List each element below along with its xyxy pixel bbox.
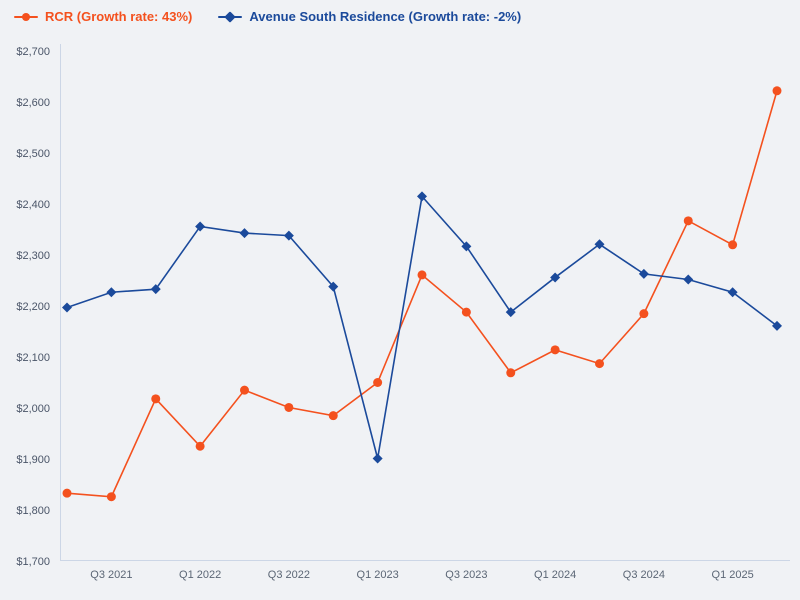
point-avenue-south-residence-11 [550, 272, 561, 283]
avenue-south-line-diamond-marker-icon [218, 10, 243, 23]
point-rcr-8 [417, 270, 427, 280]
point-avenue-south-residence-13 [638, 268, 649, 279]
y-tick-label: $1,900 [16, 454, 50, 466]
point-avenue-south-residence-7 [372, 453, 383, 464]
y-tick-label: $2,700 [16, 46, 50, 58]
point-avenue-south-residence-9 [461, 241, 472, 252]
point-avenue-south-residence-10 [505, 307, 516, 318]
x-tick-label: Q3 2022 [268, 569, 310, 581]
point-avenue-south-residence-5 [283, 230, 294, 241]
point-rcr-0 [62, 488, 72, 498]
y-tick-label: $2,600 [16, 97, 50, 109]
legend-label-avenue-south-residence: Avenue South Residence (Growth rate: -2%… [249, 9, 522, 24]
y-tick-label: $2,500 [16, 148, 50, 160]
y-tick-label: $2,300 [16, 250, 50, 262]
point-rcr-4 [240, 385, 249, 395]
legend-label-rcr: RCR (Growth rate: 43%) [45, 9, 193, 24]
x-tick-label: Q3 2021 [90, 569, 132, 581]
point-rcr-10 [506, 368, 516, 378]
point-avenue-south-residence-0 [62, 302, 72, 313]
rcr-line-circle-marker-icon [14, 12, 38, 22]
point-avenue-south-residence-1 [106, 287, 117, 298]
point-rcr-16 [772, 86, 782, 96]
chart-legend: RCR (Growth rate: 43%) Avenue South Resi… [14, 9, 521, 24]
y-tick-label: $2,000 [16, 403, 50, 415]
x-tick-label: Q3 2023 [445, 569, 487, 581]
point-avenue-south-residence-8 [417, 191, 427, 202]
x-tick-label: Q1 2024 [534, 569, 576, 581]
point-avenue-south-residence-15 [727, 287, 738, 298]
chart-axes [60, 44, 790, 561]
point-rcr-9 [461, 307, 471, 317]
point-avenue-south-residence-4 [239, 228, 250, 239]
point-rcr-2 [151, 394, 161, 404]
legend-item-avenue-south-residence[interactable]: Avenue South Residence (Growth rate: -2%… [218, 9, 521, 24]
legend-item-rcr[interactable]: RCR (Growth rate: 43%) [14, 9, 192, 24]
point-avenue-south-residence-12 [594, 239, 605, 250]
point-rcr-11 [550, 345, 560, 355]
point-avenue-south-residence-16 [772, 320, 782, 331]
x-tick-label: Q1 2025 [712, 569, 754, 581]
point-rcr-1 [106, 492, 116, 502]
point-rcr-5 [284, 402, 294, 412]
point-avenue-south-residence-14 [683, 274, 694, 285]
x-tick-label: Q1 2022 [179, 569, 221, 581]
y-tick-label: $1,700 [16, 556, 50, 568]
y-tick-label: $1,800 [16, 505, 50, 517]
point-rcr-3 [195, 441, 205, 451]
point-rcr-15 [728, 240, 738, 250]
x-tick-label: Q3 2024 [623, 569, 665, 581]
point-rcr-14 [683, 216, 693, 226]
series-rcr-line [66, 90, 778, 498]
point-avenue-south-residence-3 [195, 221, 206, 232]
point-rcr-7 [373, 378, 383, 387]
point-avenue-south-residence-6 [328, 281, 339, 292]
series-avenue-south-residence-line [66, 194, 778, 459]
y-tick-label: $2,200 [16, 301, 50, 313]
y-tick-label: $2,100 [16, 352, 50, 364]
point-rcr-13 [639, 309, 649, 319]
y-tick-label: $2,400 [16, 199, 50, 211]
point-avenue-south-residence-2 [150, 284, 161, 295]
point-rcr-6 [328, 411, 338, 421]
point-rcr-12 [595, 359, 604, 369]
x-tick-label: Q1 2023 [357, 569, 399, 581]
